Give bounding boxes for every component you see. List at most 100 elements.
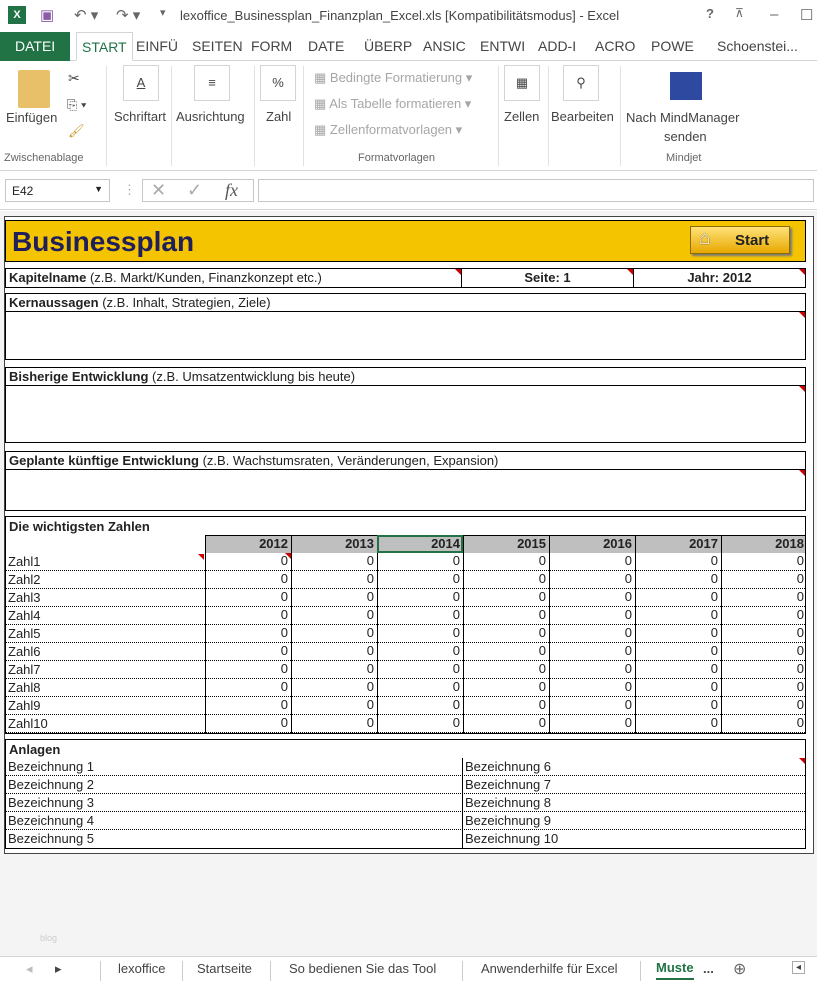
- value-cell[interactable]: 0: [205, 679, 291, 697]
- conditional-formatting-button[interactable]: ▦ Bedingte Formatierung ▾: [314, 70, 473, 85]
- sheet-tab-0[interactable]: lexoffice: [118, 961, 166, 976]
- format-painter-icon[interactable]: 🖌: [68, 123, 85, 138]
- value-cell[interactable]: 0: [549, 553, 635, 571]
- user-account-menu[interactable]: Schoenstei...: [717, 38, 798, 54]
- value-cell[interactable]: 0: [377, 643, 463, 661]
- copy-icon[interactable]: ⎘ ▾: [67, 97, 87, 112]
- help-icon[interactable]: ?: [706, 6, 714, 21]
- scroll-left-icon[interactable]: ◂: [26, 961, 33, 976]
- value-cell[interactable]: 0: [635, 715, 721, 733]
- value-cell[interactable]: 0: [721, 661, 805, 679]
- section-input[interactable]: [6, 386, 805, 442]
- add-sheet-icon[interactable]: ⊕: [733, 961, 747, 978]
- ribbon-tab-4[interactable]: FORM: [251, 38, 293, 54]
- ribbon-tab-6[interactable]: ÜBERP: [364, 38, 413, 54]
- value-cell[interactable]: 0: [291, 625, 377, 643]
- value-cell[interactable]: 0: [463, 697, 549, 715]
- value-cell[interactable]: 0: [635, 607, 721, 625]
- value-cell[interactable]: 0: [377, 571, 463, 589]
- attachment-left[interactable]: Bezeichnung 5: [8, 831, 95, 846]
- value-cell[interactable]: 0: [549, 715, 635, 733]
- value-cell[interactable]: 0: [463, 679, 549, 697]
- value-cell[interactable]: 0: [635, 661, 721, 679]
- value-cell[interactable]: 0: [291, 553, 377, 571]
- value-cell[interactable]: 0: [549, 589, 635, 607]
- attachment-left[interactable]: Bezeichnung 3: [8, 795, 95, 810]
- ribbon-tab-9[interactable]: ADD-I: [538, 38, 577, 54]
- value-cell[interactable]: 0: [463, 661, 549, 679]
- value-cell[interactable]: 0: [205, 553, 291, 571]
- sheet-tab-3[interactable]: Anwenderhilfe für Excel: [481, 961, 618, 976]
- save-icon[interactable]: ▣: [40, 7, 55, 24]
- maximize-icon[interactable]: ☐: [800, 7, 814, 24]
- font-icon[interactable]: A: [123, 65, 159, 101]
- formula-input[interactable]: [258, 179, 814, 202]
- mindmanager-button-line2[interactable]: senden: [664, 129, 707, 144]
- editing-button[interactable]: Bearbeiten: [551, 109, 614, 124]
- value-cell[interactable]: 0: [377, 607, 463, 625]
- ribbon-tab-1[interactable]: START: [76, 32, 133, 61]
- attachment-left[interactable]: Bezeichnung 4: [8, 813, 95, 828]
- ribbon-tab-0[interactable]: DATEI: [0, 32, 71, 61]
- value-cell[interactable]: 0: [463, 715, 549, 733]
- value-cell[interactable]: 0: [291, 607, 377, 625]
- value-cell[interactable]: 0: [721, 679, 805, 697]
- section-input[interactable]: [6, 470, 805, 510]
- more-sheets-button[interactable]: ...: [703, 961, 714, 976]
- value-cell[interactable]: 0: [721, 553, 805, 571]
- ribbon-tab-10[interactable]: ACRO: [595, 38, 636, 54]
- ribbon-tab-7[interactable]: ANSIC: [423, 38, 466, 54]
- value-cell[interactable]: 0: [377, 625, 463, 643]
- value-cell[interactable]: 0: [205, 571, 291, 589]
- section-input[interactable]: [6, 312, 805, 359]
- alignment-icon[interactable]: ≡: [194, 65, 230, 101]
- cancel-icon[interactable]: ✕: [151, 180, 167, 200]
- value-cell[interactable]: 0: [463, 553, 549, 571]
- ribbon-tab-5[interactable]: DATE: [308, 38, 345, 54]
- value-cell[interactable]: 0: [205, 625, 291, 643]
- value-cell[interactable]: 0: [205, 607, 291, 625]
- ribbon-tab-3[interactable]: SEITEN: [192, 38, 243, 54]
- value-cell[interactable]: 0: [377, 553, 463, 571]
- cell-styles-button[interactable]: ▦ Zellenformatvorlagen ▾: [314, 122, 463, 137]
- attachment-right[interactable]: Bezeichnung 9: [462, 812, 805, 830]
- value-cell[interactable]: 0: [721, 625, 805, 643]
- value-cell[interactable]: 0: [205, 643, 291, 661]
- insert-function-icon[interactable]: fx: [225, 180, 238, 200]
- value-cell[interactable]: 0: [721, 715, 805, 733]
- value-cell[interactable]: 0: [635, 625, 721, 643]
- value-cell[interactable]: 0: [291, 679, 377, 697]
- value-cell[interactable]: 0: [291, 643, 377, 661]
- value-cell[interactable]: 0: [377, 661, 463, 679]
- value-cell[interactable]: 0: [377, 715, 463, 733]
- alignment-button[interactable]: Ausrichtung: [176, 109, 245, 124]
- value-cell[interactable]: 0: [549, 625, 635, 643]
- value-cell[interactable]: 0: [377, 697, 463, 715]
- value-cell[interactable]: 0: [549, 607, 635, 625]
- value-cell[interactable]: 0: [291, 589, 377, 607]
- value-cell[interactable]: 0: [463, 571, 549, 589]
- value-cell[interactable]: 0: [721, 571, 805, 589]
- value-cell[interactable]: 0: [291, 661, 377, 679]
- value-cell[interactable]: 0: [463, 643, 549, 661]
- sheet-tab-4[interactable]: Muste: [656, 960, 694, 980]
- value-cell[interactable]: 0: [463, 589, 549, 607]
- value-cell[interactable]: 0: [635, 553, 721, 571]
- attachment-left[interactable]: Bezeichnung 2: [8, 777, 95, 792]
- value-cell[interactable]: 0: [463, 607, 549, 625]
- number-format-icon[interactable]: %: [260, 65, 296, 101]
- value-cell[interactable]: 0: [721, 589, 805, 607]
- value-cell[interactable]: 0: [721, 697, 805, 715]
- value-cell[interactable]: 0: [549, 697, 635, 715]
- sheet-tab-1[interactable]: Startseite: [197, 961, 252, 976]
- value-cell[interactable]: 0: [549, 679, 635, 697]
- value-cell[interactable]: 0: [635, 571, 721, 589]
- redo-icon[interactable]: ↷ ▾: [116, 7, 141, 24]
- format-as-table-button[interactable]: ▦ Als Tabelle formatieren ▾: [314, 96, 472, 111]
- cells-icon[interactable]: ▦: [504, 65, 540, 101]
- value-cell[interactable]: 0: [721, 607, 805, 625]
- value-cell[interactable]: 0: [377, 679, 463, 697]
- number-button[interactable]: Zahl: [266, 109, 292, 124]
- enter-icon[interactable]: ✓: [187, 180, 203, 200]
- attachment-right[interactable]: Bezeichnung 8: [462, 794, 805, 812]
